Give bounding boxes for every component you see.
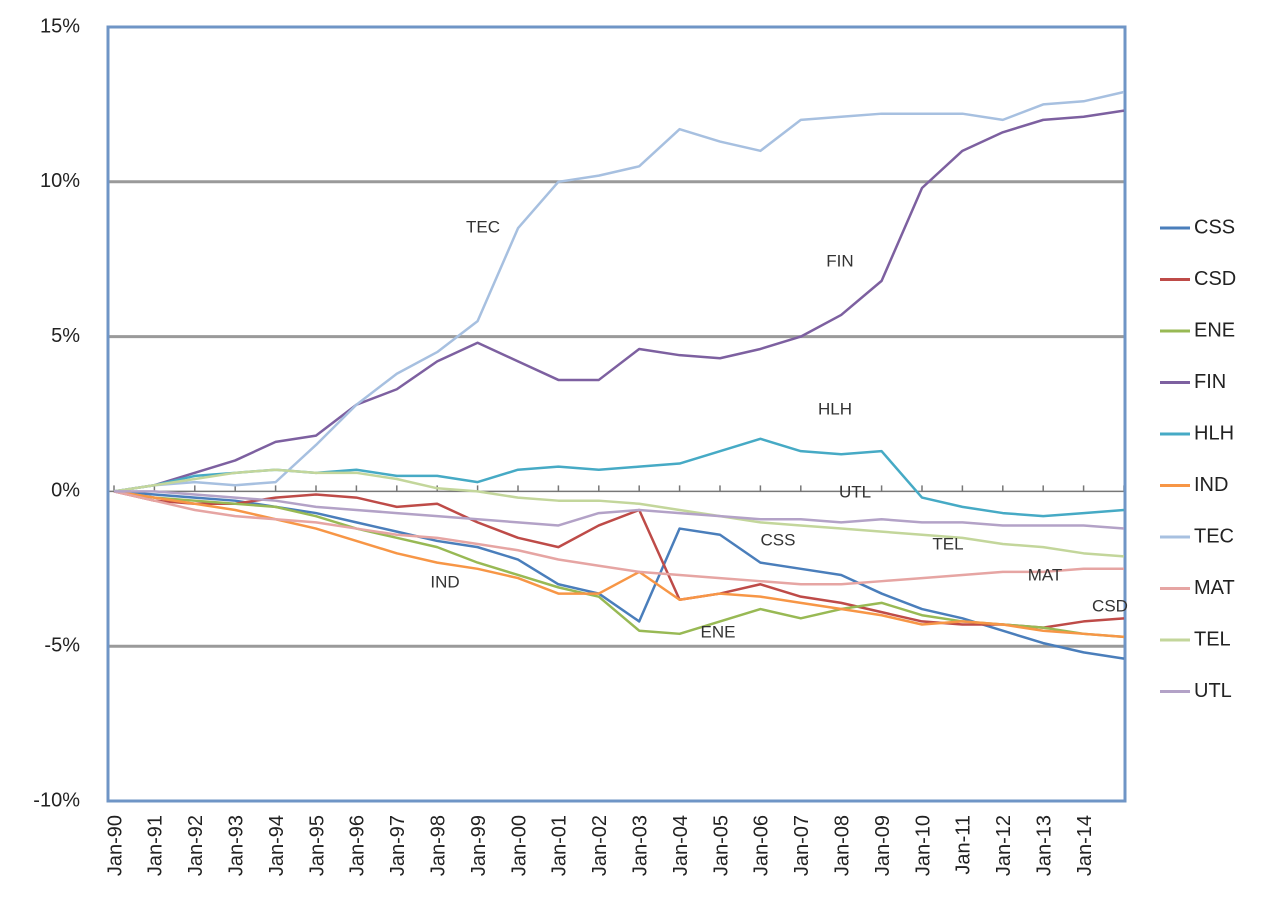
annotation: ENE <box>701 622 736 641</box>
annotation: MAT <box>1028 565 1063 584</box>
x-tick-label: Jan-99 <box>468 815 490 876</box>
legend-label: UTL <box>1194 680 1232 702</box>
y-tick-label: 15% <box>40 15 80 37</box>
legend-label: FIN <box>1194 371 1226 393</box>
x-tick-label: Jan-00 <box>508 815 530 876</box>
x-tick-label: Jan-12 <box>993 815 1015 876</box>
x-tick-label: Jan-11 <box>953 815 975 875</box>
x-tick-label: Jan-92 <box>185 815 207 876</box>
x-tick-label: Jan-90 <box>104 815 126 876</box>
y-tick-label: 5% <box>51 325 80 347</box>
annotation: CSD <box>1092 596 1128 615</box>
annotation: UTL <box>839 482 871 501</box>
series-line <box>114 490 1125 530</box>
series-line <box>113 109 1125 493</box>
plot-border <box>106 25 1127 803</box>
x-tick-label: Jan-04 <box>670 815 692 876</box>
y-tick-label: -10% <box>33 789 80 811</box>
x-tick-label: Jan-10 <box>912 815 934 876</box>
x-tick-label: Jan-14 <box>1074 815 1096 876</box>
legend-label: CSD <box>1194 268 1236 290</box>
legend-label: MAT <box>1194 577 1235 599</box>
x-tick-label: Jan-07 <box>791 815 813 876</box>
x-tick-label: Jan-98 <box>427 815 449 876</box>
x-tick-label: Jan-13 <box>1033 815 1055 876</box>
x-tick-label: Jan-93 <box>225 815 247 876</box>
annotation: CSS <box>761 530 796 549</box>
x-tick-label: Jan-97 <box>387 815 409 876</box>
annotation: TEC <box>466 217 500 236</box>
y-tick-label: -5% <box>44 634 80 656</box>
x-tick-label: Jan-05 <box>710 815 732 876</box>
x-tick-label: Jan-01 <box>549 815 571 876</box>
series-line <box>113 490 1124 586</box>
legend-label: TEC <box>1194 525 1234 547</box>
annotation: FIN <box>826 251 853 270</box>
x-tick-label: Jan-06 <box>751 815 773 876</box>
legend-label: ENE <box>1194 319 1235 341</box>
series-line <box>113 490 1125 629</box>
legend-label: TEL <box>1194 628 1231 650</box>
annotation: IND <box>430 572 459 591</box>
y-tick-label: 0% <box>51 480 80 502</box>
x-tick-label: Jan-09 <box>872 815 894 876</box>
x-tick-label: Jan-91 <box>145 815 167 876</box>
y-tick-label: 10% <box>40 170 80 192</box>
series-line <box>113 468 1125 558</box>
x-tick-label: Jan-02 <box>589 815 611 876</box>
x-tick-label: Jan-96 <box>347 815 369 876</box>
x-tick-label: Jan-94 <box>266 815 288 876</box>
legend-label: HLH <box>1194 422 1234 444</box>
x-tick-label: Jan-95 <box>306 815 328 876</box>
series-line <box>113 490 1125 639</box>
legend-label: IND <box>1194 474 1228 496</box>
legend-label: CSS <box>1194 216 1235 238</box>
x-tick-label: Jan-03 <box>629 815 651 876</box>
x-tick-label: Jan-08 <box>831 815 853 876</box>
annotation: HLH <box>818 399 852 418</box>
annotation: TEL <box>932 534 963 553</box>
series-line <box>113 90 1125 493</box>
